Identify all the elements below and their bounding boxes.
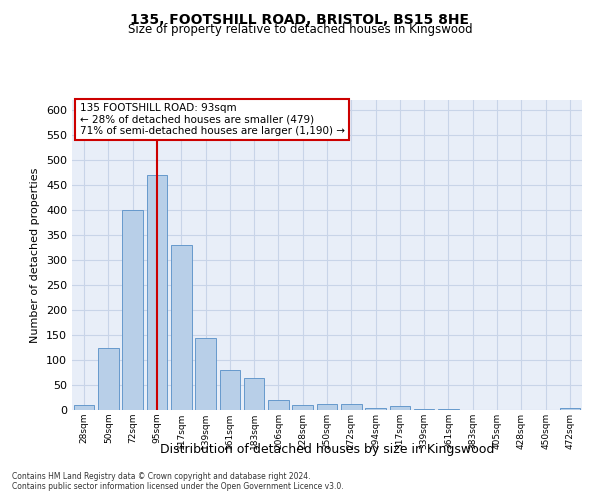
Bar — [438, 408, 459, 410]
Text: Distribution of detached houses by size in Kingswood: Distribution of detached houses by size … — [160, 444, 494, 456]
Text: Size of property relative to detached houses in Kingswood: Size of property relative to detached ho… — [128, 22, 472, 36]
Y-axis label: Number of detached properties: Number of detached properties — [31, 168, 40, 342]
Text: Contains HM Land Registry data © Crown copyright and database right 2024.: Contains HM Land Registry data © Crown c… — [12, 472, 311, 481]
Bar — [292, 405, 313, 410]
Bar — [98, 348, 119, 410]
Bar — [122, 210, 143, 410]
Bar — [268, 400, 289, 410]
Bar — [365, 408, 386, 410]
Bar — [220, 370, 240, 410]
Bar — [317, 404, 337, 410]
Bar — [244, 378, 265, 410]
Bar — [414, 408, 434, 410]
Text: 135 FOOTSHILL ROAD: 93sqm
← 28% of detached houses are smaller (479)
71% of semi: 135 FOOTSHILL ROAD: 93sqm ← 28% of detac… — [80, 103, 344, 136]
Text: 135, FOOTSHILL ROAD, BRISTOL, BS15 8HE: 135, FOOTSHILL ROAD, BRISTOL, BS15 8HE — [131, 12, 470, 26]
Bar — [389, 406, 410, 410]
Bar — [341, 404, 362, 410]
Bar — [171, 245, 191, 410]
Bar — [74, 405, 94, 410]
Bar — [195, 338, 216, 410]
Text: Contains public sector information licensed under the Open Government Licence v3: Contains public sector information licen… — [12, 482, 344, 491]
Bar — [146, 175, 167, 410]
Bar — [560, 408, 580, 410]
